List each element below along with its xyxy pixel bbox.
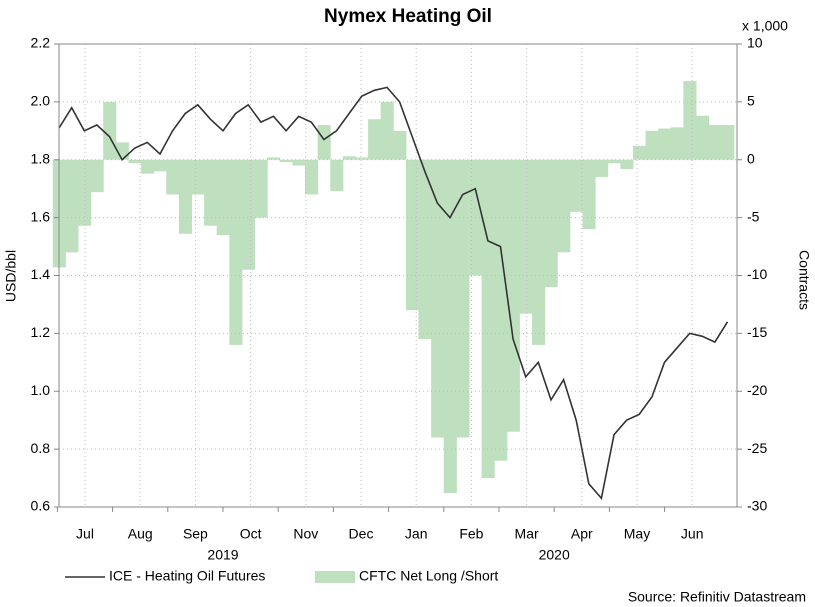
y2-tick-label: 5	[747, 93, 755, 109]
area-bar	[494, 159, 508, 461]
y2-tick-label: -20	[747, 382, 767, 398]
legend: ICE - Heating Oil Futures CFTC Net Long /…	[65, 568, 498, 584]
area-bar	[595, 159, 609, 178]
area-bar	[658, 128, 672, 160]
area-bar	[267, 157, 281, 160]
area-bar	[607, 159, 621, 164]
area-bar	[557, 159, 571, 253]
y-tick-label: 1.6	[31, 208, 51, 224]
area-bar	[569, 159, 583, 212]
legend-label: ICE - Heating Oil Futures	[109, 568, 265, 584]
area-bar	[355, 157, 369, 160]
y2-tick-label: -5	[747, 208, 760, 224]
y-tick-label: 1.8	[31, 150, 51, 166]
y2-axis-label: Contracts	[796, 250, 812, 310]
area-bar	[506, 159, 520, 432]
x-tick-label: Nov	[293, 526, 318, 542]
area-bar	[216, 159, 230, 235]
legend-label: CFTC Net Long /Short	[359, 568, 498, 584]
area-bar	[620, 159, 634, 170]
area-bar	[317, 125, 331, 160]
area-bar	[456, 159, 470, 438]
y-tick-label: 1.2	[31, 324, 51, 340]
area-bar	[204, 159, 218, 226]
area-bar	[532, 159, 546, 345]
price-line	[58, 86, 729, 501]
area-bar	[191, 159, 205, 195]
area-bar	[368, 119, 382, 160]
source: Source: Refinitiv Datastream	[628, 589, 806, 605]
x-tick-label: Dec	[349, 526, 374, 542]
area-bar	[582, 159, 596, 230]
x-tick-label: Mar	[515, 526, 539, 542]
area-bar	[153, 159, 167, 172]
area-bar	[695, 115, 710, 160]
area-bar	[241, 159, 256, 270]
y-tick-label: 2.0	[31, 93, 51, 109]
chart-title: Nymex Heating Oil	[324, 6, 492, 27]
area-bar	[380, 101, 394, 160]
y2-unit: x 1,000	[742, 18, 788, 34]
x-tick-label: Jul	[76, 526, 94, 542]
x-tick-label: Feb	[459, 526, 483, 542]
area-bar	[683, 81, 697, 160]
area-bar	[178, 159, 192, 234]
area-bar	[141, 159, 155, 174]
area-bar	[103, 101, 117, 160]
area-bar	[721, 125, 735, 160]
plot-area	[52, 81, 735, 494]
year-label: 2019	[207, 547, 238, 563]
area-bar	[670, 127, 684, 160]
y2-tick-label: 0	[747, 150, 755, 166]
area-bar	[418, 159, 432, 340]
area-bar	[229, 159, 243, 345]
y2-tick-label: -25	[747, 440, 767, 456]
y-axis-label: USD/bbl	[3, 250, 19, 302]
year-label: 2020	[539, 547, 570, 563]
area-bar	[645, 130, 659, 160]
area-bar	[305, 159, 319, 195]
area-bar	[342, 156, 356, 160]
area-bar	[128, 159, 142, 164]
area-bar	[632, 145, 647, 160]
y-tick-label: 2.2	[31, 35, 51, 51]
area-bar	[292, 159, 306, 166]
x-tick-label: Jan	[405, 526, 428, 542]
area-bar	[90, 159, 104, 193]
x-tick-label: Aug	[128, 526, 153, 542]
area-bar	[708, 125, 722, 160]
y2-tick-label: 10	[747, 35, 763, 51]
y2-tick-label: -10	[747, 266, 767, 282]
area-bar	[393, 130, 407, 160]
area-bar	[279, 159, 293, 163]
area-bar	[443, 159, 457, 494]
x-tick-label: May	[624, 526, 650, 542]
y-tick-label: 0.6	[31, 498, 51, 514]
area-bar	[166, 159, 180, 195]
area-bar	[544, 159, 558, 288]
legend-swatch	[315, 571, 355, 583]
area-bar	[330, 159, 344, 192]
area-bar	[254, 159, 268, 218]
area-bar	[65, 159, 79, 253]
area-bar	[519, 159, 533, 314]
x-tick-label: Apr	[571, 526, 593, 542]
area-bar	[431, 159, 445, 438]
y-tick-label: 1.0	[31, 382, 51, 398]
x-tick-label: Sep	[183, 526, 208, 542]
y-tick-label: 0.8	[31, 440, 51, 456]
area-bar	[481, 159, 495, 479]
x-tick-label: Oct	[240, 526, 262, 542]
area-bar	[405, 159, 420, 311]
y2-tick-label: -15	[747, 324, 767, 340]
y2-tick-label: -30	[747, 498, 767, 514]
y-tick-label: 1.4	[31, 266, 51, 282]
x-tick-label: Jun	[681, 526, 704, 542]
